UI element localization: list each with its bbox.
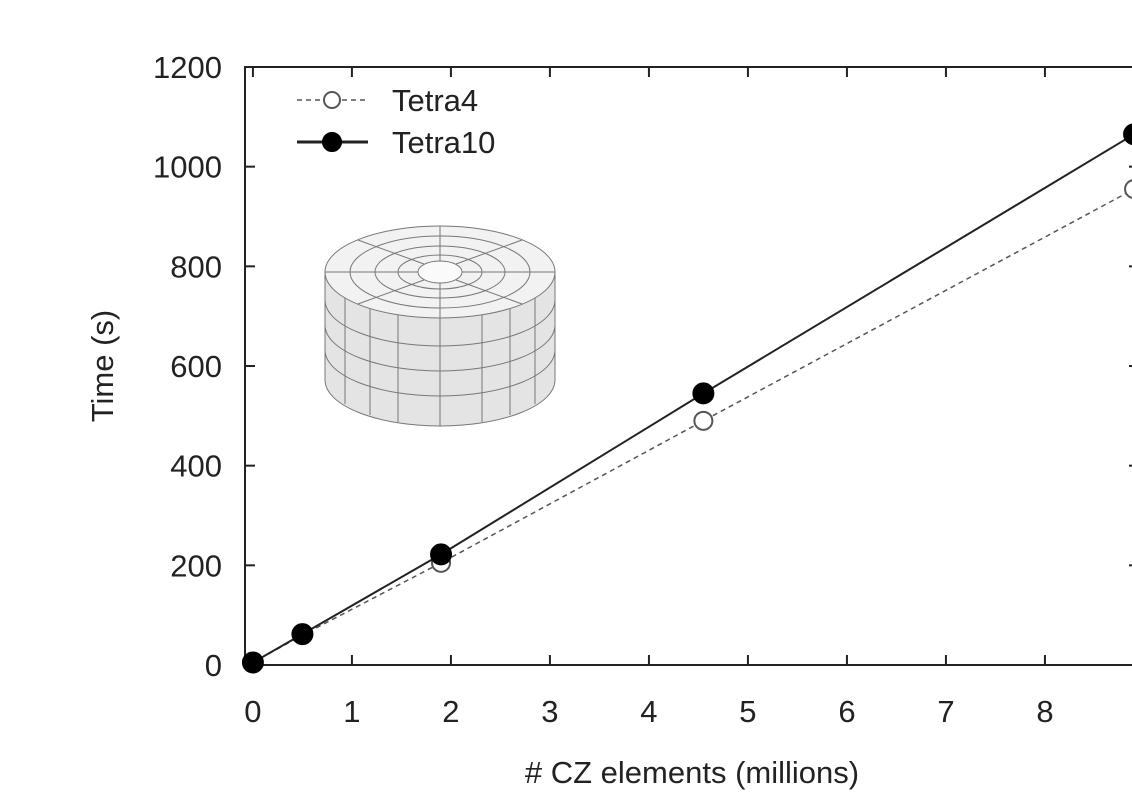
x-tick-label: 3 [541,694,558,729]
point [243,653,263,673]
x-axis-label: # CZ elements (millions) [525,755,859,790]
y-tick-label: 200 [170,548,222,583]
legend-marker [324,92,340,108]
x-tick-label: 6 [838,694,855,729]
x-tick-label: 7 [937,694,954,729]
x-tick-label: 5 [739,694,756,729]
point [292,624,312,644]
y-tick-label: 600 [170,349,222,384]
legend-marker [323,133,341,151]
y-axis-label: Time (s) [85,310,120,423]
x-tick-label: 4 [640,694,657,729]
point [694,412,712,430]
y-tick-label: 400 [170,449,222,484]
legend-label: Tetra10 [392,125,495,160]
y-tick-label: 1200 [153,50,222,85]
x-tick-label: 1 [343,694,360,729]
x-tick-label: 8 [1036,694,1053,729]
y-tick-label: 800 [170,249,222,284]
page: 0 1 2 3 4 5 6 7 8 0 200 400 600 800 1000 1200 # CZ eleme… [0,0,1132,790]
legend-label: Tetra4 [392,83,478,118]
point [1125,180,1132,198]
point [693,383,713,403]
y-tick-label: 1000 [153,150,222,185]
chart: 0 1 2 3 4 5 6 7 8 0 200 400 600 800 1000 1200 # CZ eleme… [0,0,1132,790]
x-tick-label: 0 [244,694,261,729]
y-tick-label: 0 [205,648,222,683]
point [431,544,451,564]
mesh-inset [325,226,555,426]
point [1124,124,1132,144]
x-tick-label: 2 [442,694,459,729]
